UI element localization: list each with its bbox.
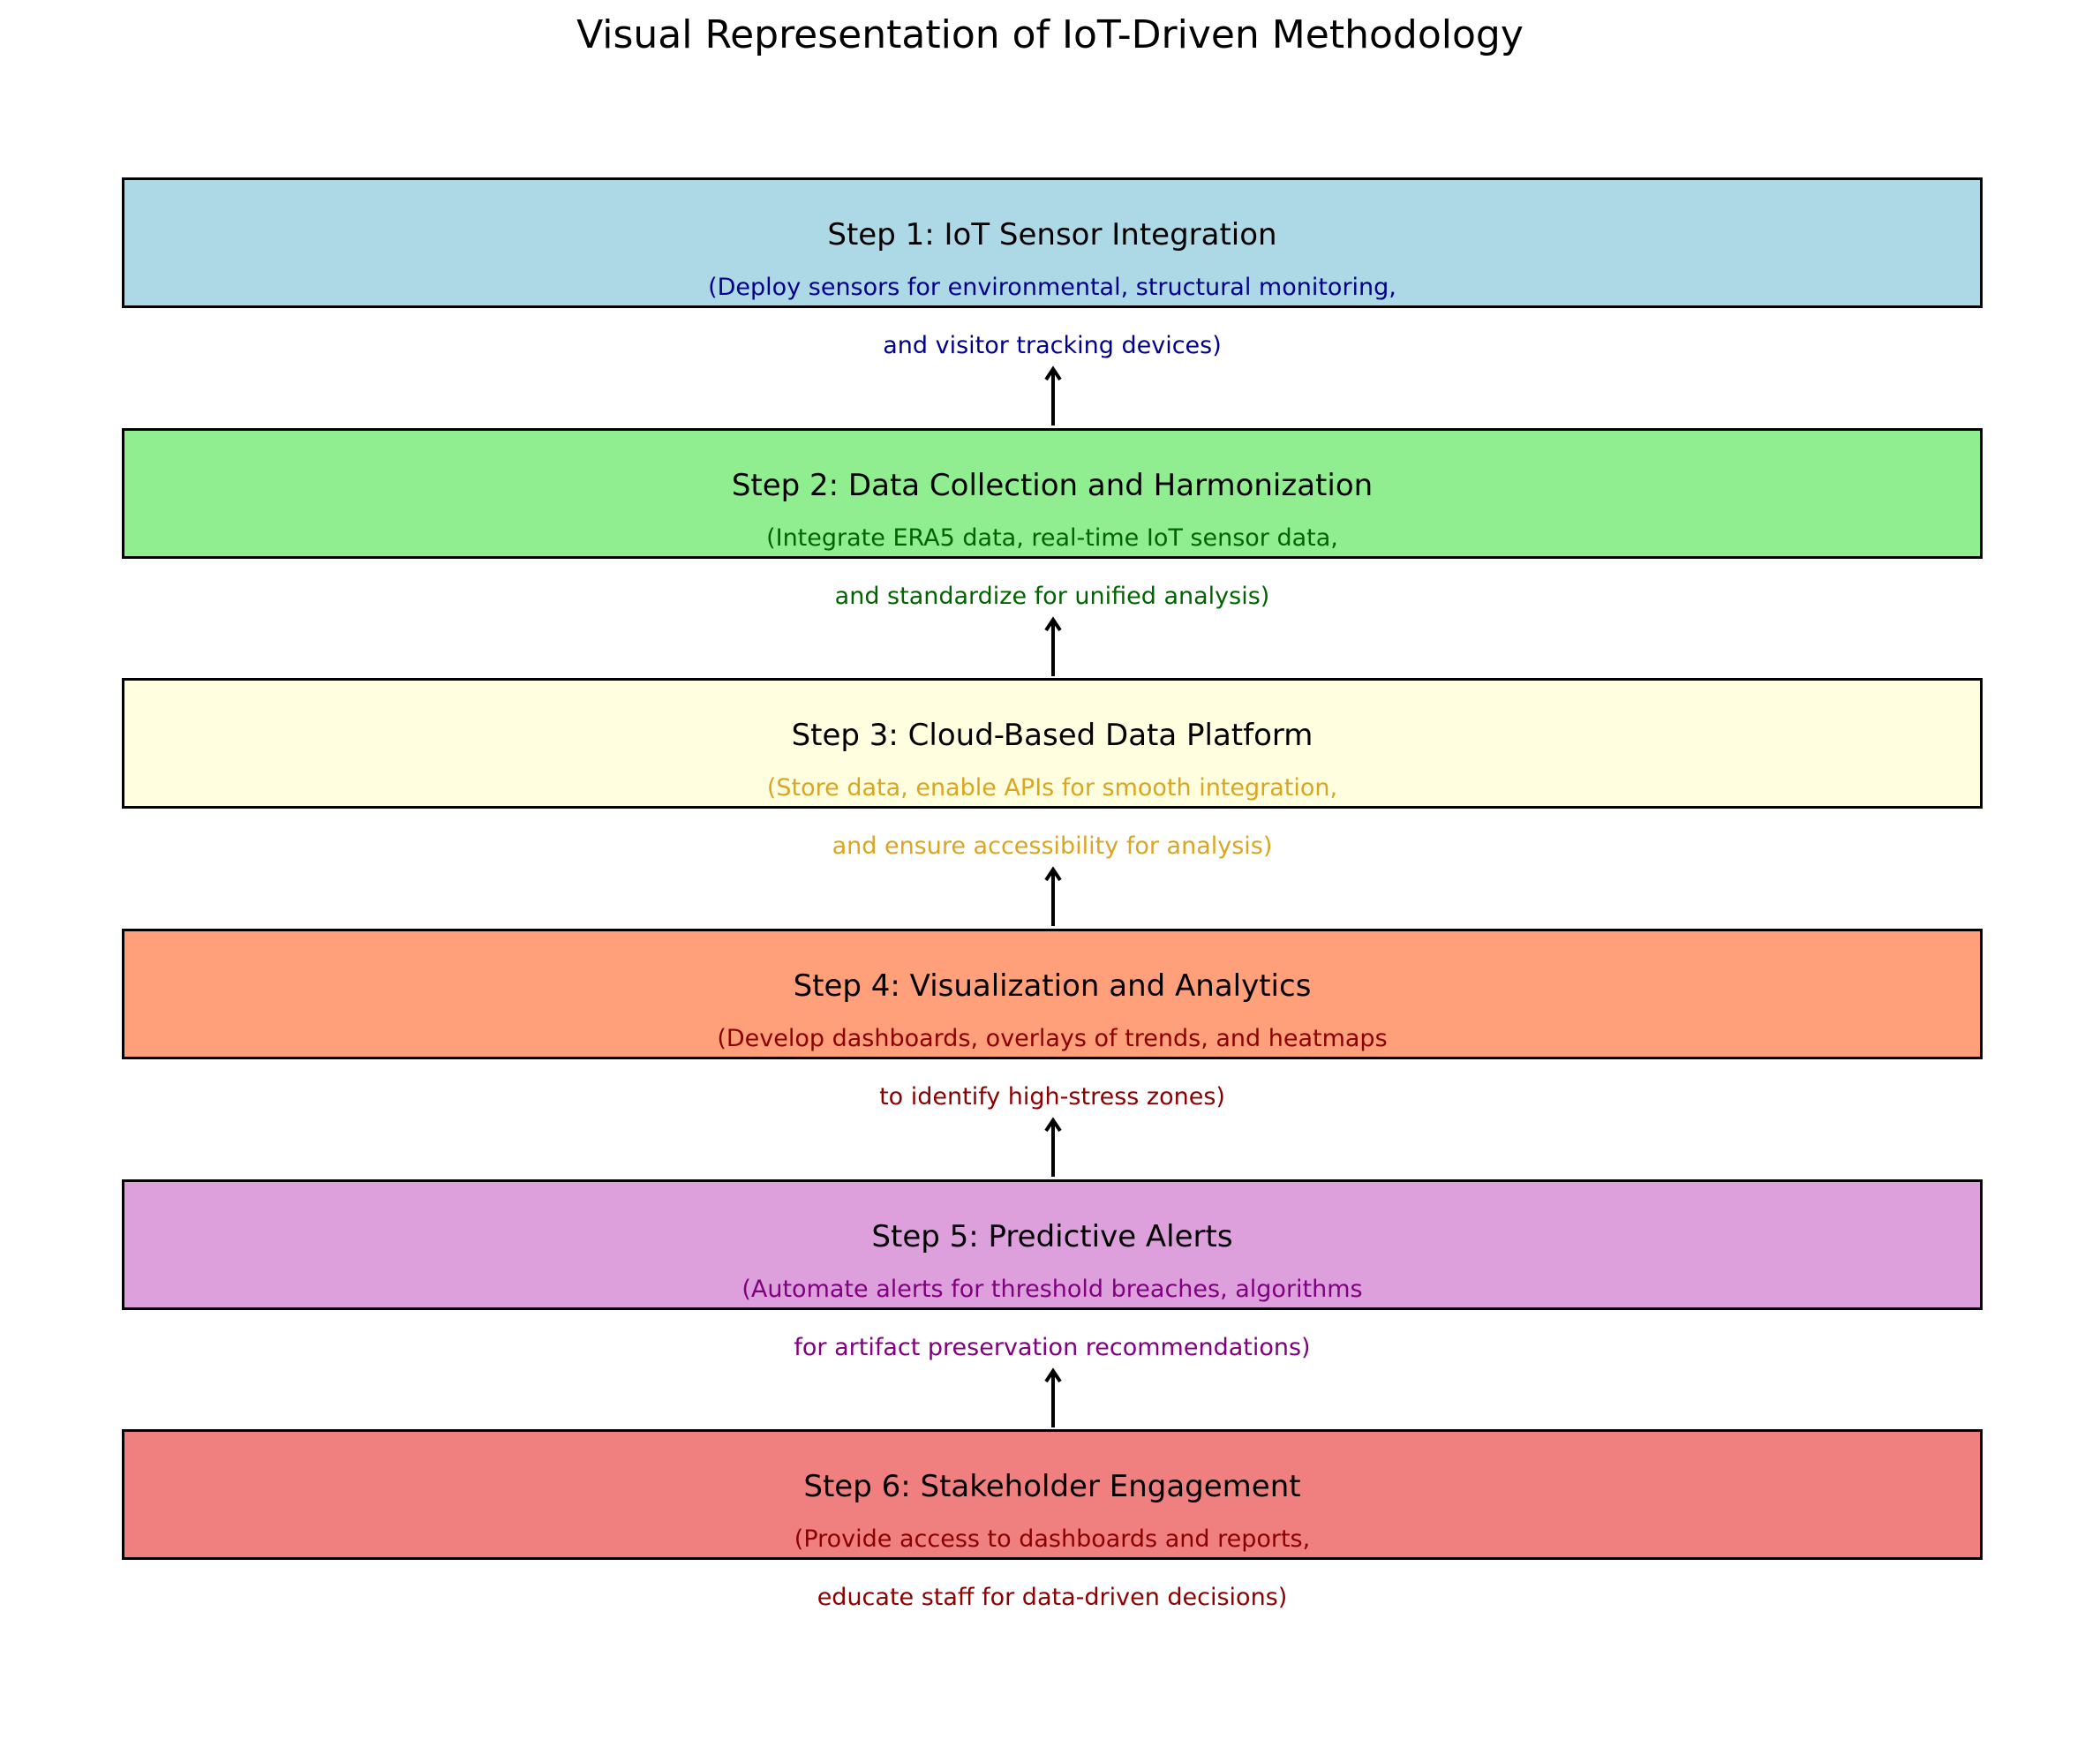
step-2-box: Step 2: Data Collection and Harmonizatio… [122, 428, 1983, 610]
arrow-step-3-to-step-2 [1044, 616, 1062, 676]
step-3-description-line-1: (Store data, enable APIs for smooth inte… [766, 774, 1338, 802]
step-1-description: (Deploy sensors for environmental, struc… [124, 244, 1980, 389]
step-6-description-line-1: (Provide access to dashboards and report… [794, 1525, 1311, 1553]
step-6-box: Step 6: Stakeholder Engagement (Provide … [122, 1429, 1983, 1611]
step-4-box: Step 4: Visualization and Analytics (Dev… [122, 929, 1983, 1111]
step-6-description-line-2: educate staff for data-driven decisions) [817, 1584, 1288, 1611]
step-2-title: Step 2: Data Collection and Harmonizatio… [731, 468, 1374, 503]
step-3-title: Step 3: Cloud-Based Data Platform [791, 718, 1313, 753]
step-5-title: Step 5: Predictive Alerts [871, 1219, 1233, 1254]
step-2-description-line-2: and standardize for unified analysis) [834, 583, 1270, 610]
step-4-title: Step 4: Visualization and Analytics [793, 968, 1312, 1004]
step-1-description-line-2: and visitor tracking devices) [883, 332, 1222, 359]
step-5-description-line-1: (Automate alerts for threshold breaches,… [741, 1276, 1363, 1303]
step-1-description-line-1: (Deploy sensors for environmental, struc… [708, 274, 1396, 301]
step-1-box: Step 1: IoT Sensor Integration (Deploy s… [122, 177, 1983, 359]
step-4-description: (Develop dashboards, overlays of trends,… [124, 995, 1980, 1141]
arrow-step-5-to-step-4 [1044, 1117, 1062, 1177]
step-6-title: Step 6: Stakeholder Engagement [803, 1469, 1301, 1504]
step-5-description-line-2: for artifact preservation recommendation… [794, 1334, 1311, 1361]
step-6-description: (Provide access to dashboards and report… [124, 1495, 1980, 1641]
arrow-step-6-to-step-5 [1044, 1367, 1062, 1427]
step-4-description-line-1: (Develop dashboards, overlays of trends,… [717, 1025, 1388, 1052]
step-2-description-line-1: (Integrate ERA5 data, real-time IoT sens… [766, 524, 1338, 552]
step-2-description: (Integrate ERA5 data, real-time IoT sens… [124, 494, 1980, 640]
arrow-step-4-to-step-3 [1044, 866, 1062, 926]
step-1-title: Step 1: IoT Sensor Integration [827, 217, 1277, 252]
arrow-step-2-to-step-1 [1044, 365, 1062, 425]
step-5-box: Step 5: Predictive Alerts (Automate aler… [122, 1179, 1983, 1361]
step-3-box: Step 3: Cloud-Based Data Platform (Store… [122, 678, 1983, 860]
step-5-description: (Automate alerts for threshold breaches,… [124, 1246, 1980, 1391]
diagram-title: Visual Representation of IoT-Driven Meth… [576, 12, 1524, 57]
step-4-description-line-2: to identify high-stress zones) [879, 1083, 1225, 1111]
step-3-description: (Store data, enable APIs for smooth inte… [124, 744, 1980, 890]
step-3-description-line-2: and ensure accessibility for analysis) [832, 832, 1273, 860]
